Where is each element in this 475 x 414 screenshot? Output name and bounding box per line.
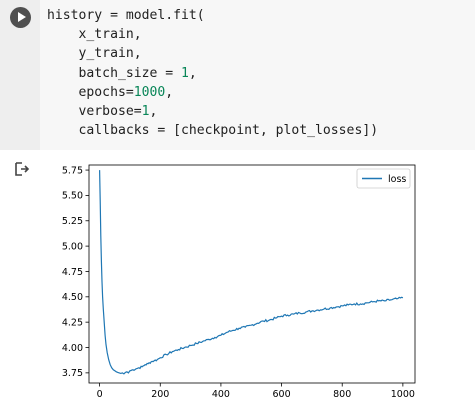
code-token: x_train, — [47, 27, 142, 42]
x-tick-label: 800 — [333, 389, 351, 400]
x-tick-label: 0 — [97, 389, 103, 400]
legend-label: loss — [388, 174, 406, 185]
x-tick-label: 1000 — [391, 389, 415, 400]
y-tick-label: 5.75 — [62, 165, 83, 176]
legend: loss — [357, 169, 410, 188]
code-line: y_train, — [47, 46, 142, 61]
code-line: batch_size = 1, — [47, 66, 197, 81]
y-tick-label: 4.25 — [62, 317, 83, 328]
code-cell[interactable]: history = model.fit( x_train, y_train, b… — [0, 0, 475, 150]
y-tick-label: 5.50 — [62, 191, 83, 202]
code-token: , — [189, 66, 197, 81]
code-token: , — [150, 104, 158, 119]
code-line: epochs=1000, — [47, 85, 173, 100]
y-tick-label: 5.25 — [62, 216, 83, 227]
code-token: batch_size = — [47, 66, 181, 81]
y-tick-label: 5.00 — [62, 241, 83, 252]
code-line: x_train, — [47, 27, 142, 42]
code-token: , — [165, 85, 173, 100]
code-editor[interactable]: history = model.fit( x_train, y_train, b… — [47, 6, 378, 140]
loss-chart: 0 200 400 600 800 1000 3.75 4.00 4.25 4.50 4.75 5.0… — [40, 158, 470, 412]
code-token: callbacks = [checkpoint, plot_losses]) — [47, 123, 378, 138]
y-tick-label: 4.00 — [62, 343, 83, 354]
code-number: 1000 — [134, 85, 166, 100]
code-token: epochs= — [47, 85, 134, 100]
y-tick-label: 4.75 — [62, 267, 83, 278]
x-tick-label: 600 — [272, 389, 290, 400]
code-line: verbose=1, — [47, 104, 157, 119]
plot-frame — [89, 165, 415, 383]
code-token: verbose= — [47, 104, 142, 119]
play-icon — [18, 12, 26, 22]
code-token: y_train, — [47, 46, 142, 61]
y-tick-label: 3.75 — [62, 368, 83, 379]
x-tick-label: 400 — [212, 389, 230, 400]
code-number: 1 — [142, 104, 150, 119]
output-redirect-icon[interactable] — [14, 161, 30, 177]
code-line: callbacks = [checkpoint, plot_losses]) — [47, 123, 378, 138]
run-cell-button[interactable] — [10, 7, 31, 28]
x-tick-label: 200 — [151, 389, 169, 400]
code-line: history = model.fit( — [47, 8, 205, 23]
y-tick-label: 4.50 — [62, 292, 83, 303]
code-number: 1 — [181, 66, 189, 81]
code-token: history = model.fit( — [47, 8, 205, 23]
